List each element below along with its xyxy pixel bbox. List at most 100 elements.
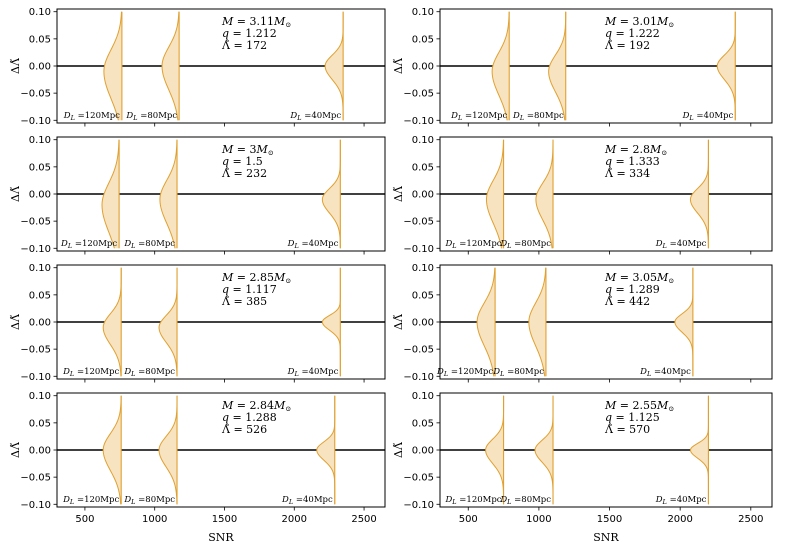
row4-left-x-tick-label-3: 2000 <box>282 514 307 525</box>
row2-right-dl-label-40Mpc: DL =40Mpc <box>655 239 707 250</box>
row2-left-panel: DL =120Mpc DL =80Mpc DL =40Mpc −0.10 −0.05 0.… <box>9 135 386 255</box>
row4-right-dl-label-40Mpc: DL =40Mpc <box>655 495 707 506</box>
panels-group: DL =120Mpc DL =80Mpc DL =40Mpc −0.10 −0.05 0.… <box>9 7 773 525</box>
row1-right-panel: DL =120Mpc DL =80Mpc DL =40Mpc −0.10 −0.05 0.… <box>392 7 773 127</box>
row3-left-dl-label-120Mpc: DL =120Mpc <box>62 367 119 378</box>
row4-right-lambda-label: Λ̃ = 570 <box>604 423 650 436</box>
row1-left-violin-fill-120Mpc <box>103 11 122 121</box>
row2-left-lambda-label: Λ̃ = 232 <box>221 167 267 180</box>
row3-right-y-tick-label-2: 0.00 <box>412 318 434 329</box>
row4-left-violin-edge-120Mpc <box>102 395 122 505</box>
row1-left-violin-fill-40Mpc <box>325 11 344 121</box>
row2-right-mass-label: M = 2.8M⊙ <box>604 143 667 157</box>
row1-left-y-tick-label-3: 0.05 <box>29 34 51 45</box>
row1-left-lambda-label: Λ̃ = 172 <box>221 39 267 52</box>
row4-left-panel: DL =120Mpc DL =80Mpc DL =40Mpc −0.10 −0.05 0.… <box>9 391 386 525</box>
row1-right-y-tick-label-1: −0.05 <box>403 89 434 100</box>
row1-left-dl-label-120Mpc: DL =120Mpc <box>63 111 120 122</box>
row3-left-dl-label-80Mpc: DL =80Mpc <box>123 367 175 378</box>
row1-left-mass-label: M = 3.11M⊙ <box>221 15 291 29</box>
row1-left-panel: DL =120Mpc DL =80Mpc DL =40Mpc −0.10 −0.05 0.… <box>9 7 386 127</box>
row4-left-dl-label-40Mpc: DL =40Mpc <box>281 495 333 506</box>
row2-left-q-label: q = 1.5 <box>222 155 263 168</box>
row2-left-y-tick-label-4: 0.10 <box>29 135 51 146</box>
row1-right-dl-label-40Mpc: DL =40Mpc <box>682 111 734 122</box>
row3-right-violin-fill-40Mpc <box>674 267 693 377</box>
row2-right-y-axis-title: ΔΛ̃ <box>392 185 405 202</box>
row1-right-dl-label-80Mpc: DL =80Mpc <box>512 111 564 122</box>
row1-left-y-tick-label-1: −0.05 <box>20 89 51 100</box>
row2-left-y-tick-label-1: −0.05 <box>20 217 51 228</box>
row4-right-x-tick-label-3: 2000 <box>667 514 692 525</box>
row3-left-q-label: q = 1.117 <box>222 283 277 296</box>
row2-right-violin-fill-80Mpc <box>535 139 554 249</box>
row4-left-y-tick-label-1: −0.05 <box>20 473 51 484</box>
row3-right-dl-label-40Mpc: DL =40Mpc <box>639 367 691 378</box>
row2-right-violin-fill-120Mpc <box>486 139 504 249</box>
row1-left-y-axis-title: ΔΛ̃ <box>9 57 22 74</box>
row1-left-q-label: q = 1.212 <box>222 27 277 40</box>
row2-right-q-label: q = 1.333 <box>605 155 660 168</box>
row3-left-violin-fill-120Mpc <box>103 267 122 377</box>
row3-left-y-tick-label-1: −0.05 <box>20 345 51 356</box>
row3-left-lambda-label: Λ̃ = 385 <box>221 295 267 308</box>
row1-left-y-tick-label-4: 0.10 <box>29 7 51 18</box>
x-axis-title-left: SNR <box>208 531 234 544</box>
row4-right-y-tick-label-3: 0.05 <box>412 418 434 429</box>
row1-left-violin-fill-80Mpc <box>162 11 180 121</box>
row3-left-y-tick-label-4: 0.10 <box>29 263 51 274</box>
row1-right-q-label: q = 1.222 <box>605 27 660 40</box>
row3-left-violin-fill-40Mpc <box>322 267 341 377</box>
row2-right-violin-edge-80Mpc <box>535 139 554 249</box>
row4-right-q-label: q = 1.125 <box>605 411 660 424</box>
row3-right-violin-edge-80Mpc <box>528 267 547 377</box>
row1-right-violin-edge-120Mpc <box>491 11 510 121</box>
row3-left-y-tick-label-0: −0.10 <box>20 372 51 383</box>
row2-left-y-tick-label-0: −0.10 <box>20 244 51 255</box>
row4-right-y-tick-label-2: 0.00 <box>412 446 434 457</box>
row2-left-y-axis-title: ΔΛ̃ <box>9 185 22 202</box>
row4-right-mass-label: M = 2.55M⊙ <box>604 399 674 413</box>
row2-right-y-tick-label-1: −0.05 <box>403 217 434 228</box>
row3-left-violin-fill-80Mpc <box>159 267 178 377</box>
row2-right-y-tick-label-2: 0.00 <box>412 190 434 201</box>
row1-left-dl-label-80Mpc: DL =80Mpc <box>125 111 177 122</box>
row3-right-panel: DL =120Mpc DL =80Mpc DL =40Mpc −0.10 −0.05 0.… <box>392 263 773 383</box>
row3-left-y-tick-label-2: 0.00 <box>29 318 51 329</box>
row2-left-violin-fill-120Mpc <box>102 139 120 249</box>
row4-left-y-tick-label-0: −0.10 <box>20 500 51 511</box>
row2-left-violin-edge-120Mpc <box>101 139 120 249</box>
row1-left-dl-label-40Mpc: DL =40Mpc <box>289 111 341 122</box>
row2-right-dl-label-120Mpc: DL =120Mpc <box>444 239 501 250</box>
row3-left-y-axis-title: ΔΛ̃ <box>9 313 22 330</box>
row4-left-y-axis-title: ΔΛ̃ <box>9 441 22 458</box>
row1-right-y-axis-title: ΔΛ̃ <box>392 57 405 74</box>
row2-left-violin-fill-80Mpc <box>159 139 178 249</box>
row3-right-dl-label-80Mpc: DL =80Mpc <box>492 367 544 378</box>
row4-left-lambda-label: Λ̃ = 526 <box>221 423 267 436</box>
row3-right-mass-label: M = 3.05M⊙ <box>604 271 674 285</box>
row4-left-x-tick-label-1: 1000 <box>142 514 167 525</box>
row3-right-y-tick-label-0: −0.10 <box>403 372 434 383</box>
row1-right-lambda-label: Λ̃ = 192 <box>604 39 650 52</box>
row4-left-violin-fill-120Mpc <box>103 395 122 505</box>
row1-right-violin-fill-40Mpc <box>717 11 736 121</box>
row4-right-dl-label-80Mpc: DL =80Mpc <box>499 495 551 506</box>
row1-right-violin-edge-80Mpc <box>548 11 567 121</box>
row1-left-violin-edge-120Mpc <box>103 11 122 121</box>
row4-left-x-tick-label-0: 500 <box>75 514 94 525</box>
row3-left-panel: DL =120Mpc DL =80Mpc DL =40Mpc −0.10 −0.05 0.… <box>9 263 386 383</box>
x-axis-title-right: SNR <box>593 531 619 544</box>
row3-right-q-label: q = 1.289 <box>605 283 660 296</box>
row3-right-y-tick-label-1: −0.05 <box>403 345 434 356</box>
row2-left-y-tick-label-2: 0.00 <box>29 190 51 201</box>
row1-left-violin-edge-80Mpc <box>161 11 180 121</box>
row2-left-mass-label: M = 3M⊙ <box>221 143 274 157</box>
row3-right-y-axis-title: ΔΛ̃ <box>392 313 405 330</box>
row2-left-violin-edge-80Mpc <box>159 139 178 249</box>
row4-right-x-tick-label-4: 2500 <box>738 514 763 525</box>
row4-left-x-tick-label-4: 2500 <box>351 514 376 525</box>
row4-left-q-label: q = 1.288 <box>222 411 277 424</box>
